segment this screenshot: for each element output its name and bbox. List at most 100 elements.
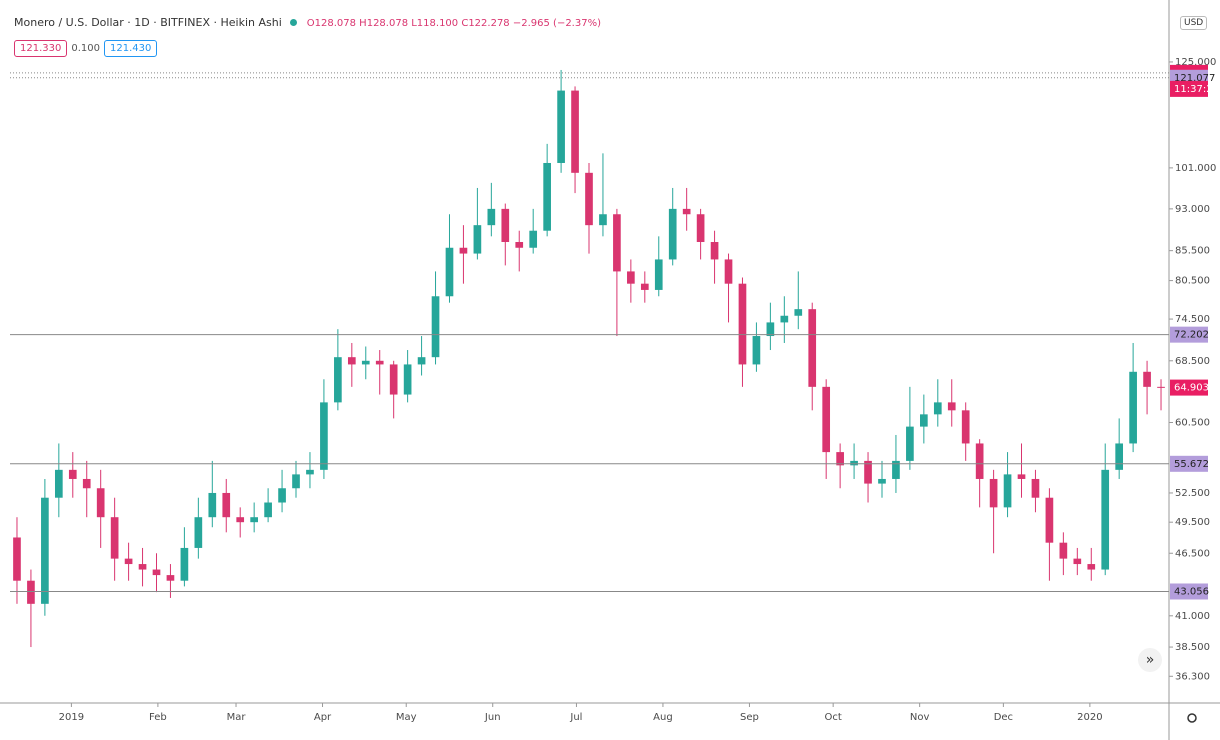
candle-body [306,469,314,475]
countdown-box [1170,80,1208,97]
candle-body [347,357,356,365]
candle-body [250,517,258,523]
candle-body [1101,469,1110,570]
x-tick-label: 2019 [59,712,84,723]
candle-body [627,271,635,284]
y-tick-label: 93.000 [1175,204,1210,215]
ohlc-legend: O128.078 H128.078 L118.100 C122.278 −2.9… [306,18,601,29]
x-tick-label: Nov [910,712,930,723]
candle-body [152,569,161,576]
candle-body [543,162,551,231]
candle-body [361,360,370,365]
candle-body [1073,558,1082,565]
candle-body [68,469,77,479]
candle-body [166,575,175,581]
x-tick-label: Jul [569,712,582,723]
candle-body [320,402,328,470]
candle-body [13,537,21,581]
x-tick-label: Feb [149,712,167,723]
y-tick-label: 125.000 [1175,57,1216,68]
y-tick-label: 46.500 [1175,548,1210,559]
candle-body [431,296,440,358]
candle-body [138,564,147,570]
candle-body [836,452,844,466]
candle-body [906,426,914,461]
gear[interactable] [1187,713,1197,723]
candle-body [1115,443,1124,470]
quote-boxes: 121.330 0.100 121.430 [14,40,158,57]
candle-body [766,322,775,337]
candle-body [1059,542,1068,559]
price-label: 72.202 [1174,330,1209,341]
candle-body [96,488,105,518]
y-tick-label: 80.500 [1175,276,1210,287]
candle-body [752,336,761,365]
countdown: 11:37:23 [1174,84,1219,95]
candle-body [501,208,510,243]
y-tick-label: 85.500 [1175,246,1210,257]
price-label: 55.672 [1174,459,1209,470]
candle-body [1031,478,1040,498]
x-tick-label: Aug [653,712,673,723]
candle-body [585,172,593,226]
candle-body [808,309,817,387]
candle-body [780,315,789,323]
ask[interactable]: 121.430 [104,40,158,57]
candle-body [1017,474,1026,479]
status-dot [289,19,297,26]
candle-body [557,90,565,163]
price-label: 43.056 [1174,586,1209,597]
y-tick-label: 74.500 [1175,314,1210,325]
y-tick-label: 38.500 [1175,642,1210,653]
candle-body [1129,371,1137,444]
y-tick-label: 68.500 [1175,356,1210,367]
candle-body [1157,386,1165,388]
bid[interactable]: 121.330 [14,40,68,57]
candle-body [738,283,747,365]
price-label-box [1170,379,1208,396]
currency[interactable]: USD [1180,16,1208,30]
candle-body [54,469,63,498]
candle-body [264,502,272,518]
candle-body [920,414,928,427]
candle-body [515,242,524,248]
x-tick-label: Apr [314,712,332,723]
scroll-button[interactable]: » [1138,648,1162,672]
candle-body [640,283,649,290]
candle-body [1087,564,1096,570]
candle-body [222,492,231,518]
candle-body [389,364,398,395]
x-tick-label: Jun [484,712,501,723]
price-label-box [1170,583,1208,600]
candle-body [794,309,803,316]
y-tick-label: 49.500 [1175,517,1210,528]
price-label: 64.903 [1174,383,1209,394]
settings-icon[interactable] [1187,713,1197,723]
y-tick-label: 60.500 [1175,417,1210,428]
candle-body [892,460,900,479]
y-tick-label: 101.000 [1175,163,1216,174]
candle-body [487,208,496,226]
candle-body [599,214,607,226]
price-label-box [1170,326,1208,343]
candle-body [236,517,245,523]
candle-body [850,460,858,466]
candle-body [194,517,203,548]
candle-body [961,410,970,444]
y-tick-label: 52.500 [1175,488,1210,499]
candle-body [822,386,831,453]
candle-body [696,214,705,243]
candle-body [473,225,482,254]
candle-body [82,478,91,489]
symbol-title: Monero / U.S. Dollar · 1D · BITFINEX · H… [14,16,282,29]
candle-body [613,214,621,272]
candle-body [27,580,35,604]
candle-body [292,474,300,489]
candle-body [208,492,217,518]
candle-body [864,460,872,484]
price-label-box [1170,455,1208,472]
header: Monero / U.S. Dollar · 1D · BITFINEX · H… [14,16,601,29]
candle-body [989,478,998,508]
